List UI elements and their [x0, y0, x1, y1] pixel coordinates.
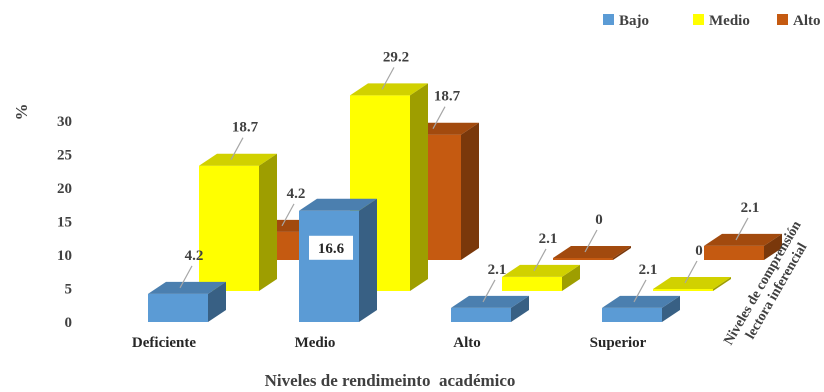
bar-front [502, 276, 562, 291]
bar-top [553, 246, 631, 258]
y-axis-title: % [12, 104, 31, 121]
bar-top [299, 198, 377, 211]
x-axis-title: Niveles de rendimeinto académico [265, 371, 516, 390]
data-labels-layer: 4.2 18.7 0 2.1 18.7 29.2 2.1 0 4.2 16.6 2.1 2.1 [179, 49, 760, 303]
data-label: 0 [695, 243, 703, 259]
x-tick-label: Superior [590, 335, 647, 351]
legend-label: Bajo [619, 13, 649, 29]
x-tick-label: Medio [295, 335, 336, 351]
bar-side [613, 246, 631, 260]
bar-side [562, 264, 580, 291]
bar-side [359, 198, 377, 322]
leader-line [735, 217, 749, 241]
legend-label: Alto [793, 13, 821, 29]
bar-top [350, 83, 428, 96]
y-tick-label: 10 [57, 248, 72, 264]
bar-top [502, 264, 580, 277]
bar-side [511, 295, 529, 322]
bar-top [451, 295, 529, 308]
legend-swatch [693, 14, 704, 25]
data-label: 18.7 [434, 89, 461, 105]
bar-top [653, 277, 731, 289]
bar-top [148, 281, 226, 294]
bar-side [208, 281, 226, 322]
data-label: 2.1 [539, 231, 558, 247]
bar-front [148, 293, 208, 322]
leader-line [684, 260, 698, 284]
data-label: 29.2 [383, 49, 409, 65]
y-tick-label: 15 [57, 215, 72, 231]
data-label: 16.6 [318, 241, 345, 257]
data-label: 0 [595, 212, 603, 228]
bar-bajo [148, 281, 226, 322]
leader-line [584, 229, 598, 253]
axis-layer: 0 5 10 15 20 25 30 Deficiente Medio Alto Superior [57, 114, 647, 351]
bar-medio [502, 264, 580, 291]
leader-line [533, 248, 547, 272]
bar-bajo [299, 198, 377, 322]
bar-medio [199, 153, 277, 291]
x-tick-label: Deficiente [132, 335, 196, 351]
bar-side [764, 233, 782, 260]
bar-bajo [602, 295, 680, 322]
leader-line [281, 203, 295, 227]
leader-line [179, 265, 193, 289]
bar-side [461, 122, 479, 261]
bar-side [662, 295, 680, 322]
y-tick-label: 5 [65, 282, 73, 298]
bar-front [299, 210, 359, 322]
bar-side [410, 83, 428, 291]
bar-medio [653, 277, 731, 291]
legend-swatch [777, 14, 788, 25]
leader-line [482, 279, 496, 303]
bar-top [602, 295, 680, 308]
bar-front [653, 289, 713, 291]
bar-top [704, 233, 782, 246]
bar-front [199, 165, 259, 291]
data-label: 2.1 [741, 200, 760, 216]
bar-front [602, 307, 662, 322]
x-tick-label: Alto [453, 335, 481, 351]
bar-front [553, 258, 613, 260]
data-label: 2.1 [488, 262, 507, 278]
legend-swatch [603, 14, 614, 25]
leader-line [432, 106, 446, 129]
bar-top [199, 153, 277, 166]
leader-line [633, 279, 647, 303]
legend: Bajo Medio Alto [603, 13, 821, 29]
bar-front [451, 307, 511, 322]
bar-bajo [451, 295, 529, 322]
y-tick-label: 30 [57, 114, 72, 130]
data-label: 4.2 [287, 186, 306, 202]
y-tick-label: 20 [57, 181, 72, 197]
bar-side [259, 153, 277, 291]
bar-side [713, 277, 731, 291]
bar-front [704, 245, 764, 260]
y-tick-label: 25 [57, 148, 72, 164]
bar-alto [553, 246, 631, 260]
data-label-box [309, 235, 353, 260]
bars-layer [148, 83, 782, 322]
leader-line [230, 137, 244, 160]
leader-line [381, 67, 395, 90]
bar-alto [704, 233, 782, 260]
data-label: 4.2 [185, 248, 204, 264]
data-label: 2.1 [639, 262, 658, 278]
legend-label: Medio [709, 13, 750, 29]
y-tick-label: 0 [65, 315, 73, 331]
data-label: 18.7 [232, 120, 259, 136]
